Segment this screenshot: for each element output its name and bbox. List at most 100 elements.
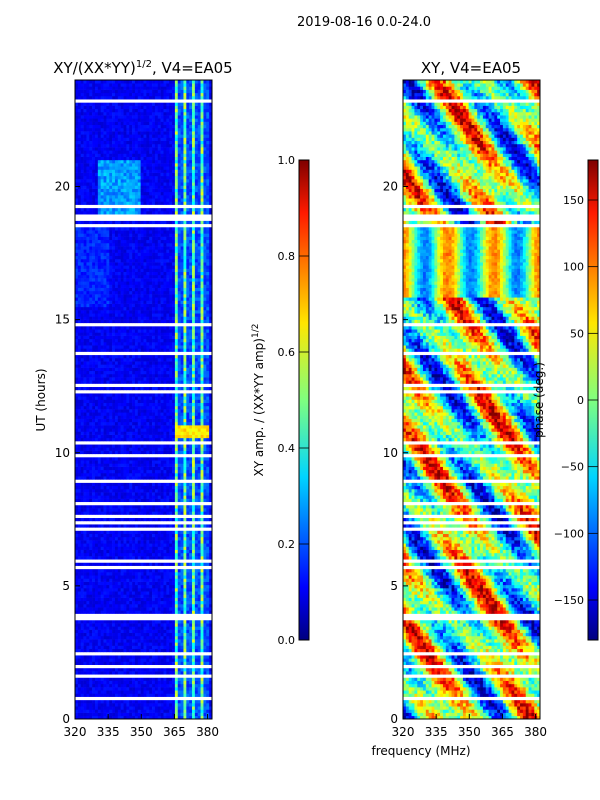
heatmap-cell — [129, 549, 133, 554]
heatmap-cell — [140, 556, 144, 560]
heatmap-cell — [75, 466, 79, 471]
heatmap-cell — [157, 450, 161, 455]
heatmap-cell — [177, 444, 181, 448]
heatmap-cell — [143, 703, 147, 707]
heatmap-cell — [172, 667, 176, 672]
heatmap-cell — [109, 648, 113, 653]
heatmap-cell — [192, 591, 196, 595]
heatmap-cell — [94, 578, 99, 582]
heatmap-cell — [203, 476, 207, 480]
heatmap-cell — [152, 610, 156, 614]
heatmap-cell — [109, 370, 113, 375]
heatmap-cell — [200, 607, 204, 611]
heatmap-cell — [194, 655, 199, 659]
heatmap-cell — [97, 402, 101, 407]
heatmap-cell — [209, 626, 213, 630]
heatmap-cell — [97, 495, 101, 499]
heatmap-cell — [166, 495, 170, 499]
heatmap-cell — [186, 386, 190, 391]
heatmap-cell — [100, 380, 104, 384]
heatmap-cell — [86, 530, 90, 534]
heatmap-cell — [114, 425, 119, 429]
heatmap-cell — [189, 591, 193, 595]
heatmap-cell — [177, 418, 181, 423]
heatmap-cell — [80, 377, 84, 381]
heatmap-cell — [209, 412, 213, 416]
heatmap-cell — [126, 683, 130, 688]
heatmap-cell — [75, 373, 79, 378]
heatmap-cell — [109, 607, 113, 611]
heatmap-cell — [157, 402, 161, 407]
heatmap-cell — [129, 329, 133, 333]
heatmap-cell — [120, 361, 124, 365]
heatmap-cell — [192, 575, 196, 579]
heatmap-cell — [189, 396, 193, 400]
heatmap-cell — [180, 715, 184, 720]
heatmap-cell — [163, 386, 167, 391]
heatmap-cell — [166, 348, 170, 352]
heatmap-cell — [177, 460, 181, 464]
heatmap-cell — [143, 543, 147, 547]
heatmap-cell — [177, 715, 181, 720]
heatmap-cell — [137, 367, 141, 372]
heatmap-cell — [172, 405, 176, 410]
heatmap-cell — [200, 709, 204, 713]
heatmap-cell — [157, 540, 161, 544]
heatmap-cell — [206, 457, 210, 461]
heatmap-cell — [75, 683, 79, 688]
heatmap-cell — [112, 428, 116, 432]
heatmap-cell — [209, 460, 213, 464]
heatmap-cell — [97, 712, 101, 717]
heatmap-cell — [92, 667, 96, 672]
heatmap-cell — [197, 341, 201, 346]
heatmap-cell — [94, 492, 99, 496]
heatmap-cell — [109, 597, 113, 602]
heatmap-cell — [86, 619, 90, 624]
heatmap-cell — [86, 405, 90, 410]
heatmap-cell — [117, 380, 121, 384]
heatmap-cell — [94, 540, 99, 544]
heatmap-cell — [109, 661, 113, 665]
heatmap-cell — [109, 581, 113, 586]
heatmap-cell — [203, 543, 207, 547]
heatmap-cell — [134, 680, 139, 685]
heatmap-cell — [114, 370, 119, 375]
heatmap-cell — [77, 508, 82, 512]
heatmap-cell — [174, 683, 179, 688]
heatmap-cell — [92, 329, 96, 333]
heatmap-cell — [140, 699, 144, 704]
heatmap-cell — [166, 578, 170, 582]
heatmap-cell — [123, 639, 127, 643]
heatmap-cell — [123, 437, 127, 442]
heatmap-cell — [209, 600, 213, 605]
heatmap-cell — [192, 380, 196, 384]
heatmap-cell — [100, 690, 104, 694]
heatmap-cell — [94, 693, 99, 697]
heatmap-cell — [160, 603, 164, 608]
heatmap-cell — [83, 552, 87, 557]
heatmap-cell — [140, 405, 144, 410]
heatmap-cell — [112, 543, 116, 547]
heatmap-cell — [112, 399, 116, 403]
heatmap-cell — [132, 533, 136, 538]
heatmap-cell — [200, 361, 204, 365]
heatmap-cell — [75, 588, 79, 592]
heatmap-cell — [194, 699, 199, 704]
heatmap-cell — [169, 345, 173, 349]
heatmap-cell — [149, 380, 153, 384]
heatmap-cell — [200, 341, 204, 346]
heatmap-cell — [123, 508, 127, 512]
heatmap-cell — [174, 495, 179, 499]
heatmap-cell — [106, 421, 110, 426]
heatmap-cell — [169, 626, 173, 630]
heatmap-cell — [143, 399, 147, 403]
heatmap-cell — [203, 533, 207, 538]
heatmap-cell — [192, 661, 196, 665]
heatmap-cell — [129, 572, 133, 576]
heatmap-cell — [163, 549, 167, 554]
heatmap-cell — [112, 639, 116, 643]
heatmap-cell — [200, 380, 204, 384]
heatmap-cell — [189, 706, 193, 710]
heatmap-cell — [157, 418, 161, 423]
heatmap-cell — [200, 495, 204, 499]
